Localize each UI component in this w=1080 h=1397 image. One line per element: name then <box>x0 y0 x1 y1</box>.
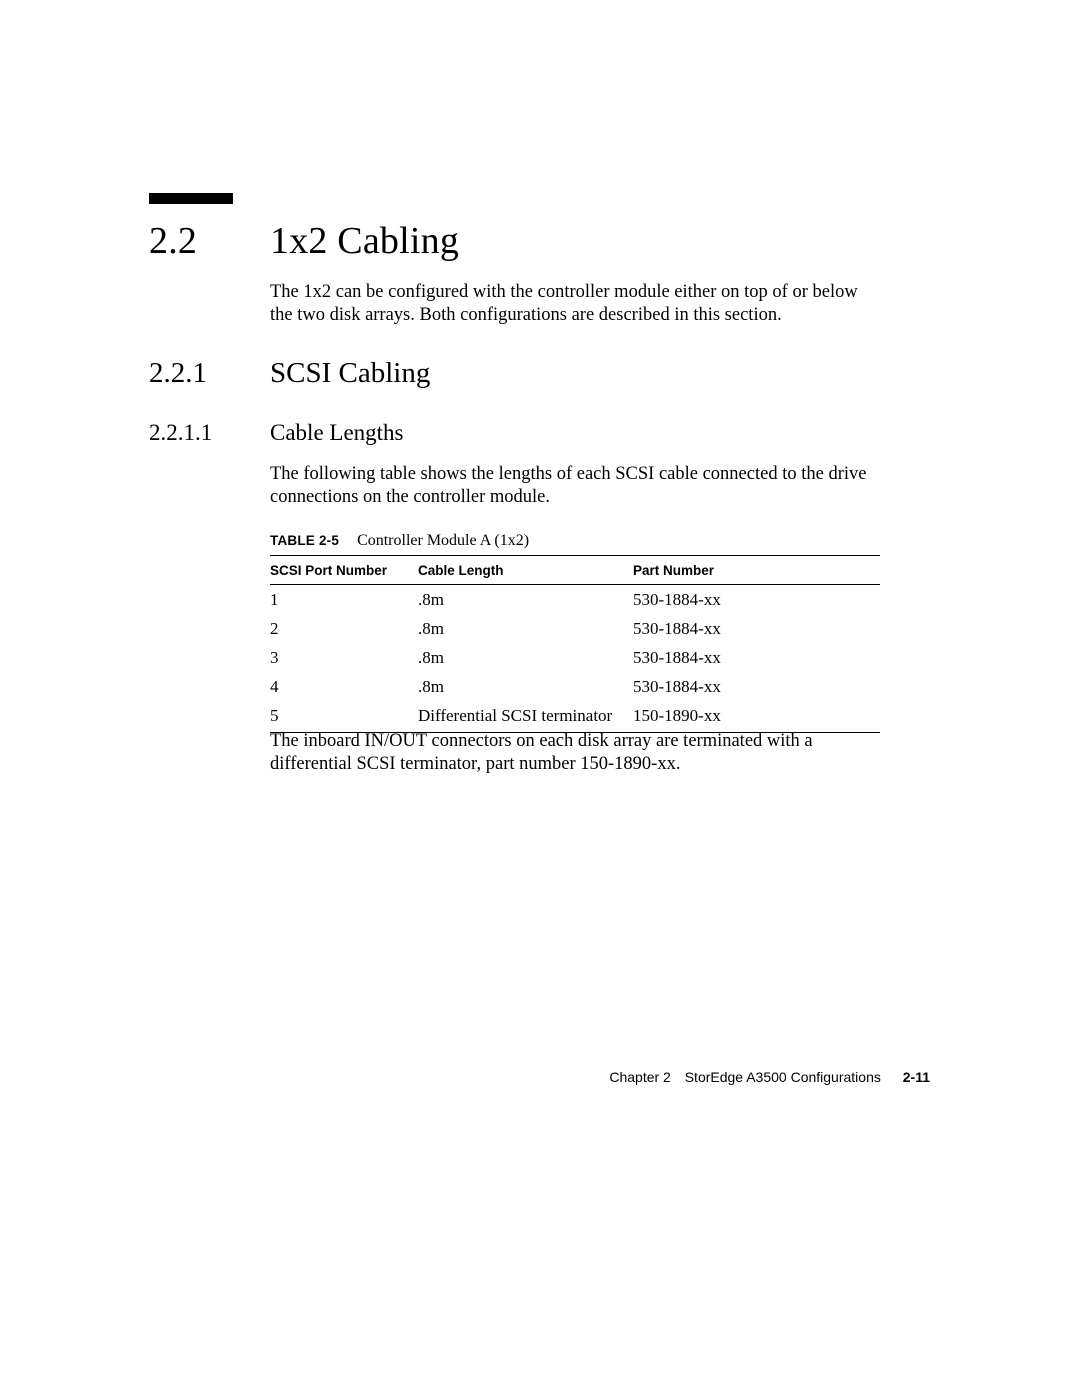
footer-title: StorEdge A3500 Configurations <box>685 1069 881 1085</box>
heading-1-number: 2.2 <box>149 219 270 263</box>
cell-port: 2 <box>270 614 418 643</box>
heading-1-title: 1x2 Cabling <box>270 220 459 262</box>
cell-port: 5 <box>270 701 418 732</box>
cell-length: .8m <box>418 643 633 672</box>
col-header-length: Cable Length <box>418 556 633 585</box>
table-header-row: SCSI Port Number Cable Length Part Numbe… <box>270 556 880 585</box>
table-row: 1 .8m 530-1884-xx <box>270 585 880 615</box>
cell-part: 530-1884-xx <box>633 672 880 701</box>
page: 2.21x2 Cabling The 1x2 can be configured… <box>0 0 1080 1397</box>
heading-2-number: 2.2.1 <box>149 357 270 390</box>
cell-port: 3 <box>270 643 418 672</box>
heading-3: 2.2.1.1Cable Lengths <box>149 420 404 446</box>
footer-page: 2-11 <box>903 1069 930 1085</box>
cell-part: 150-1890-xx <box>633 701 880 732</box>
cell-length: Differential SCSI terminator <box>418 701 633 732</box>
body-paragraph-2: The inboard IN/OUT connectors on each di… <box>270 730 880 776</box>
heading-1: 2.21x2 Cabling <box>149 219 459 263</box>
cell-port: 4 <box>270 672 418 701</box>
footer-chapter: Chapter 2 <box>609 1069 670 1085</box>
col-header-part: Part Number <box>633 556 880 585</box>
cell-length: .8m <box>418 672 633 701</box>
table-row: 4 .8m 530-1884-xx <box>270 672 880 701</box>
section-rule <box>149 193 233 204</box>
table-row: 2 .8m 530-1884-xx <box>270 614 880 643</box>
heading-3-title: Cable Lengths <box>270 420 404 445</box>
cell-length: .8m <box>418 585 633 615</box>
cell-part: 530-1884-xx <box>633 585 880 615</box>
table-caption-text: Controller Module A (1x2) <box>357 532 529 549</box>
table-row: 3 .8m 530-1884-xx <box>270 643 880 672</box>
table-row: 5 Differential SCSI terminator 150-1890-… <box>270 701 880 732</box>
cell-port: 1 <box>270 585 418 615</box>
page-footer: Chapter 2 StorEdge A3500 Configurations … <box>0 1069 1080 1085</box>
table-caption: TABLE 2-5 Controller Module A (1x2) <box>270 532 529 550</box>
heading-2: 2.2.1SCSI Cabling <box>149 357 430 390</box>
heading-2-title: SCSI Cabling <box>270 357 430 389</box>
cell-part: 530-1884-xx <box>633 614 880 643</box>
cable-lengths-table: SCSI Port Number Cable Length Part Numbe… <box>270 555 880 733</box>
intro-paragraph: The 1x2 can be configured with the contr… <box>270 281 880 327</box>
col-header-port: SCSI Port Number <box>270 556 418 585</box>
cell-length: .8m <box>418 614 633 643</box>
heading-3-number: 2.2.1.1 <box>149 420 270 446</box>
body-paragraph-1: The following table shows the lengths of… <box>270 463 880 509</box>
cell-part: 530-1884-xx <box>633 643 880 672</box>
table-caption-label: TABLE 2-5 <box>270 533 339 548</box>
